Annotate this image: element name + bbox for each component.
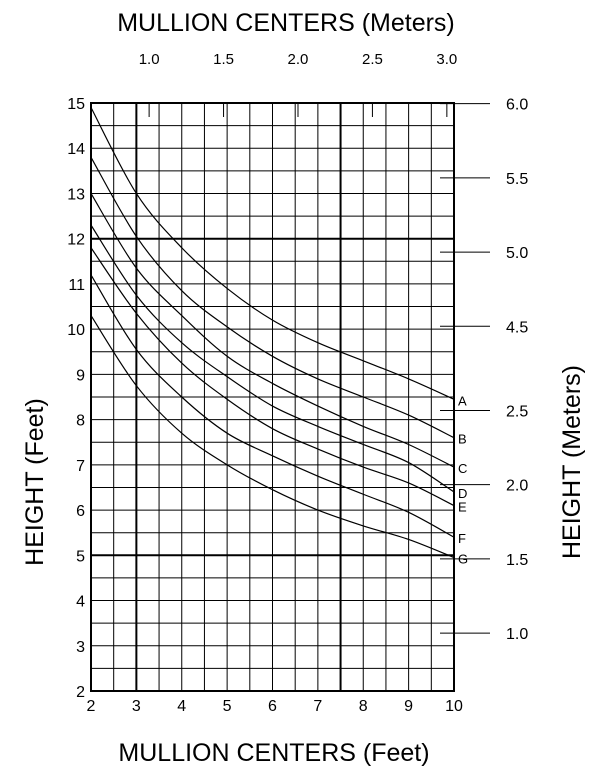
y2-tick-label: 1.0 (506, 626, 528, 643)
y-tick-label: 8 (76, 413, 85, 430)
curve-label-e: E (458, 500, 467, 515)
right-axis-title: HEIGHT (Meters) (558, 365, 586, 559)
y2-tick-label: 5.5 (506, 171, 528, 188)
y-tick-label: 9 (76, 367, 85, 384)
secondary-scales: 1.0 1.5 2.0 2.5 3.0 1.0 1.5 2.0 2.5 4.5 5.0 5.5 6.0 (139, 51, 529, 643)
x-tick-label: 3 (132, 698, 141, 715)
y-tick-label: 12 (67, 232, 85, 249)
y-tick-label: 7 (76, 458, 85, 475)
y2-tick-label: 5.0 (506, 245, 528, 262)
y-tick-label: 13 (67, 186, 85, 203)
curve-label-f: F (458, 531, 466, 546)
curve-a (90, 107, 455, 400)
x2-tick-label: 2.5 (362, 51, 383, 68)
curve-label-c: C (458, 461, 467, 476)
curve-label-d: D (458, 486, 467, 501)
y-tick-label: 6 (76, 503, 85, 520)
curve-label-a: A (458, 393, 467, 408)
x2-tick-label: 1.5 (213, 51, 234, 68)
left-axis-title: HEIGHT (Feet) (21, 398, 49, 566)
y2-tick-label: 6.0 (506, 97, 528, 114)
x-tick-label: 6 (268, 698, 277, 715)
x2-tick-label: 3.0 (436, 51, 457, 68)
top-axis-title: MULLION CENTERS (Meters) (117, 9, 455, 37)
x-tick-label: 5 (223, 698, 232, 715)
plot-frame (90, 102, 455, 692)
y2-tick-label: 2.5 (506, 403, 528, 420)
y-tick-label: 11 (68, 277, 85, 294)
curve-b (90, 156, 455, 439)
y-tick-label: 5 (76, 548, 85, 565)
y-tick-label: 4 (76, 594, 85, 611)
grid (90, 102, 455, 692)
x-tick-label: 9 (404, 698, 413, 715)
bottom-axis-title: MULLION CENTERS (Feet) (118, 739, 429, 767)
tick-labels: 2 3 4 5 6 7 8 9 10 2 3 4 5 6 7 8 9 10 11 12 13 14 15 (67, 96, 463, 715)
x-tick-label: 10 (445, 698, 463, 715)
curve-d (90, 224, 455, 493)
x-tick-label: 2 (87, 698, 96, 715)
y2-tick-label: 1.5 (506, 552, 528, 569)
y-tick-label: 14 (67, 141, 85, 158)
y-tick-label: 2 (76, 684, 85, 701)
y2-tick-label: 4.5 (506, 319, 528, 336)
curve-c (90, 193, 455, 468)
x-tick-label: 4 (177, 698, 186, 715)
curve-label-b: B (458, 432, 467, 447)
curve-e (90, 247, 455, 507)
x-tick-label: 8 (359, 698, 368, 715)
curve-f (90, 274, 455, 538)
x2-tick-label: 2.0 (288, 51, 309, 68)
y-tick-label: 3 (76, 639, 85, 656)
y-tick-label: 10 (67, 322, 85, 339)
y2-tick-label: 2.0 (506, 478, 528, 495)
x2-tick-label: 1.0 (139, 51, 160, 68)
x-tick-label: 7 (313, 698, 322, 715)
y-tick-label: 15 (67, 96, 85, 113)
curve-g (90, 315, 455, 559)
